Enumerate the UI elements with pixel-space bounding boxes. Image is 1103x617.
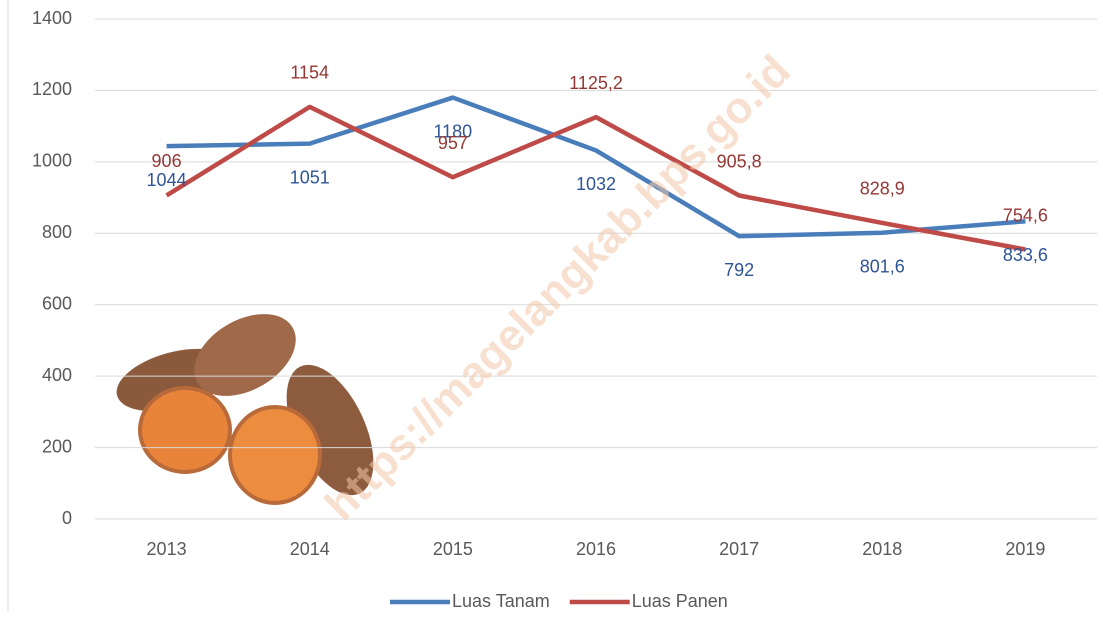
legend-label: Luas Panen (632, 591, 728, 611)
y-tick-label: 400 (42, 365, 72, 385)
data-label: 1044 (147, 170, 187, 190)
chart: 0 200 400 600 800 1000 1200 1400 2013 2014 2015 201… (0, 0, 1103, 612)
x-tick-label: 2019 (1005, 539, 1045, 559)
y-tick-label: 0 (62, 508, 72, 528)
x-tick-label: 2017 (719, 539, 759, 559)
data-label: 1154 (290, 63, 329, 83)
y-tick-label: 1400 (32, 8, 72, 28)
data-label: 801,6 (860, 256, 905, 276)
y-tick-label: 1200 (32, 79, 72, 99)
data-label: 1125,2 (569, 73, 623, 93)
data-label: 754,6 (1003, 205, 1048, 225)
y-tick-label: 600 (42, 293, 72, 313)
data-label: 1051 (290, 167, 330, 187)
x-tick-label: 2016 (576, 539, 616, 559)
data-label: 828,9 (860, 179, 905, 199)
x-tick-label: 2018 (862, 539, 902, 559)
data-label: 957 (438, 133, 468, 153)
data-label: 1032 (576, 174, 616, 194)
y-tick-label: 1000 (32, 151, 72, 171)
y-tick-label: 800 (42, 222, 72, 242)
y-tick-label: 200 (42, 436, 72, 456)
data-label: 906 (152, 151, 182, 171)
data-label: 792 (724, 260, 754, 280)
legend-label: Luas Tanam (452, 591, 550, 611)
data-label: 833,6 (1003, 245, 1048, 265)
x-tick-label: 2013 (147, 539, 187, 559)
x-tick-label: 2014 (290, 539, 330, 559)
x-tick-label: 2015 (433, 539, 473, 559)
